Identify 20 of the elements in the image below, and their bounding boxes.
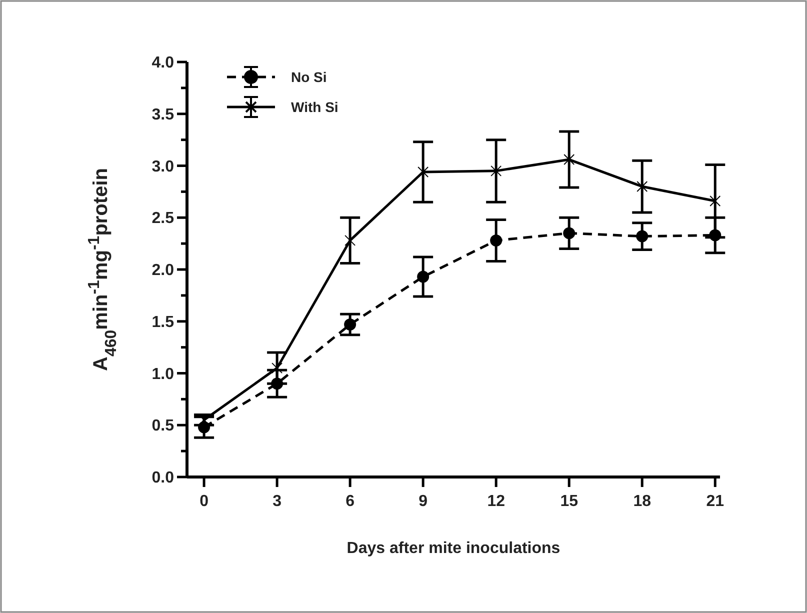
x-tick-label: 9 (418, 493, 428, 510)
y-tick-label: 2.5 (152, 210, 174, 228)
y-tick-label: 1.5 (152, 314, 174, 331)
y-tick-label: 3.0 (152, 158, 174, 176)
legend-label: No Si (291, 68, 327, 85)
y-tick-label: 0.5 (152, 418, 174, 435)
x-tick-label: 6 (346, 493, 355, 510)
x-tick-label: 0 (200, 493, 209, 510)
x-axis-title: Days after mite inoculations (346, 540, 560, 557)
x-tick-label: 18 (633, 493, 652, 510)
y-tick-label: 4.0 (152, 54, 174, 72)
x-tick-label: 15 (560, 493, 578, 510)
y-tick-label: 1.0 (152, 366, 174, 383)
y-tick-label: 2.0 (152, 262, 174, 280)
y-tick-label: 3.5 (152, 106, 174, 124)
x-tick-label: 12 (487, 493, 506, 510)
x-tick-label: 3 (272, 493, 282, 510)
legend-label: With Si (291, 98, 338, 115)
x-tick-label: 21 (706, 493, 724, 510)
y-tick-label: 0.0 (152, 470, 174, 487)
